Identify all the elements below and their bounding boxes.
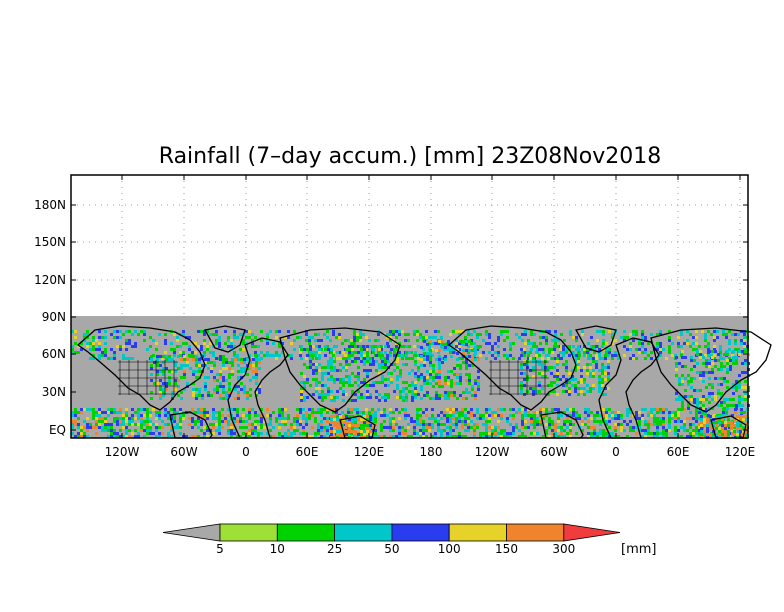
x-tick-label: 60W: [170, 445, 197, 459]
y-tick-label: 30N: [42, 385, 66, 399]
colorbar-swatch: [334, 523, 393, 542]
x-tick-label: 60E: [296, 445, 319, 459]
continent-outline: [203, 325, 246, 353]
y-axis-labels: EQ 30N 60N 90N 120N 150N 180N: [34, 198, 66, 437]
colorbar-swatch: [448, 523, 507, 542]
x-tick-label: 0: [242, 445, 250, 459]
y-tick-label: 60N: [42, 347, 66, 361]
y-tick-label: 180N: [34, 198, 66, 212]
x-tick-label: 0: [612, 445, 620, 459]
continent-outline: [227, 337, 289, 439]
map-panel: [70, 174, 772, 439]
continent-outline: [598, 337, 660, 439]
x-tick-label: 120W: [475, 445, 510, 459]
y-tick-label: 120N: [34, 273, 66, 287]
colorbar-swatch: [219, 523, 278, 542]
plot-frame: [70, 174, 749, 439]
map-title: Rainfall (7–day accum.) [mm] 23Z08Nov201…: [159, 144, 661, 169]
colorbar-threshold-label: 150: [495, 542, 518, 556]
x-tick-label: 120E: [725, 445, 756, 459]
continent-outline: [339, 415, 376, 439]
colorbar-swatch: [391, 523, 450, 542]
axis-ticks: [71, 175, 748, 438]
continent-outline: [710, 415, 747, 439]
colorbar-threshold-label: 300: [552, 542, 575, 556]
colorbar-threshold-label: 5: [216, 542, 224, 556]
continent-outline: [279, 327, 401, 413]
x-tick-label: 120E: [354, 445, 385, 459]
x-tick-label: 60W: [540, 445, 567, 459]
colorbar-swatch: [276, 523, 335, 542]
x-tick-label: 120W: [105, 445, 140, 459]
colorbar-threshold-label: 25: [327, 542, 342, 556]
y-tick-label: 90N: [42, 310, 66, 324]
x-axis-labels: 120W 60W 0 60E 120E 180 120W 60W 0 60E 120E: [105, 445, 756, 459]
colorbar-threshold-label: 10: [270, 542, 285, 556]
continent-outline: [447, 325, 577, 411]
y-tick-label: 150N: [34, 235, 66, 249]
colorbar: 5 10 25 50 100 150 300 [mm]: [162, 523, 656, 557]
x-tick-label: 180: [420, 445, 443, 459]
x-tick-label: 60E: [667, 445, 690, 459]
continent-outline: [76, 325, 206, 411]
colorbar-under-triangle: [162, 523, 221, 542]
y-tick-label: EQ: [49, 423, 66, 437]
continent-outline: [650, 327, 772, 413]
coastlines: [76, 325, 772, 439]
colorbar-over-triangle: [563, 523, 621, 542]
colorbar-unit: [mm]: [621, 542, 656, 557]
colorbar-threshold-label: 100: [438, 542, 461, 556]
continent-outline: [574, 325, 617, 353]
colorbar-swatch: [506, 523, 565, 542]
rainfall-field: [71, 330, 750, 439]
colorbar-threshold-label: 50: [384, 542, 399, 556]
